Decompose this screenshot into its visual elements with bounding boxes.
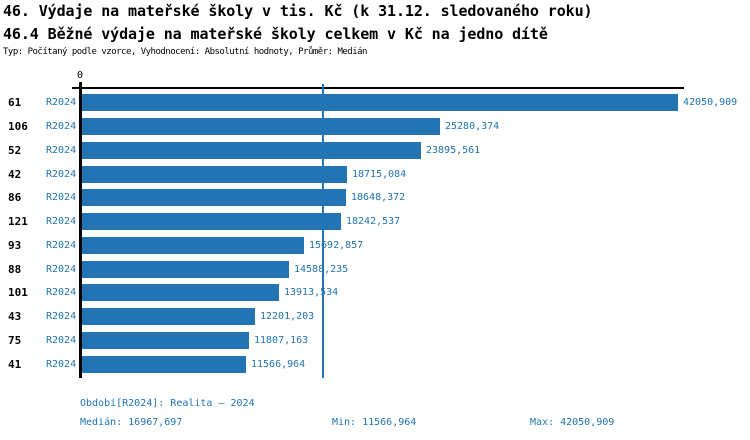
x-axis-line [72, 87, 684, 89]
bar [82, 166, 347, 183]
bar-category-label: 86 [8, 191, 22, 204]
bar-value-label: 13913,534 [284, 287, 339, 298]
chart-title: 46. Výdaje na mateřské školy v tis. Kč (… [3, 2, 593, 20]
bar-category-label: 106 [8, 120, 28, 133]
bar-series-label: R2024 [46, 97, 77, 108]
bar-series-label: R2024 [46, 145, 77, 156]
bar [82, 94, 678, 111]
chart-meta-line: Typ: Počítaný podle vzorce, Vyhodnocení:… [3, 47, 367, 57]
bar-value-label: 18715,084 [352, 169, 407, 180]
bar-series-label: R2024 [46, 359, 77, 370]
bar [82, 261, 289, 278]
bar-series-label: R2024 [46, 264, 77, 275]
footer-median: Medián: 16967,697 [80, 417, 183, 428]
bar-value-label: 42050,909 [683, 97, 738, 108]
median-gridline [322, 84, 324, 378]
bar-series-label: R2024 [46, 121, 77, 132]
bar [82, 142, 421, 159]
bar-series-label: R2024 [46, 240, 77, 251]
bar [82, 118, 440, 135]
bar-category-label: 41 [8, 358, 22, 371]
bar [82, 332, 249, 349]
bar-value-label: 11566,964 [251, 359, 306, 370]
bar-value-label: 23895,561 [426, 145, 481, 156]
bar [82, 308, 255, 325]
bar-value-label: 14588,235 [294, 264, 349, 275]
bar-value-label: 18648,372 [351, 192, 406, 203]
bar [82, 213, 341, 230]
bar-value-label: 15692,857 [309, 240, 364, 251]
bar [82, 189, 346, 206]
bar-category-label: 101 [8, 286, 28, 299]
chart-subtitle: 46.4 Běžné výdaje na mateřské školy celk… [3, 25, 548, 43]
bar-value-label: 12201,203 [260, 311, 315, 322]
bar-series-label: R2024 [46, 169, 77, 180]
x-axis-origin-label: 0 [77, 70, 84, 81]
bar-series-label: R2024 [46, 192, 77, 203]
bar-value-label: 18242,537 [346, 216, 401, 227]
bar-category-label: 88 [8, 263, 22, 276]
bar-category-label: 61 [8, 96, 22, 109]
bar-category-label: 93 [8, 239, 22, 252]
footer-max: Max: 42050,909 [530, 417, 615, 428]
footer-min: Min: 11566,964 [332, 417, 417, 428]
bar-series-label: R2024 [46, 335, 77, 346]
bar-category-label: 43 [8, 310, 22, 323]
bar-category-label: 52 [8, 144, 22, 157]
bar [82, 284, 279, 301]
bar-category-label: 75 [8, 334, 22, 347]
y-axis-line [79, 82, 82, 378]
bar-series-label: R2024 [46, 311, 77, 322]
bar-series-label: R2024 [46, 287, 77, 298]
footer-period: Období[R2024]: Realita – 2024 [80, 398, 255, 409]
bar [82, 356, 246, 373]
bar-category-label: 42 [8, 168, 22, 181]
bar-series-label: R2024 [46, 216, 77, 227]
bar [82, 237, 304, 254]
bar-value-label: 11807,163 [254, 335, 309, 346]
bar-value-label: 25280,374 [445, 121, 500, 132]
bar-category-label: 121 [8, 215, 28, 228]
